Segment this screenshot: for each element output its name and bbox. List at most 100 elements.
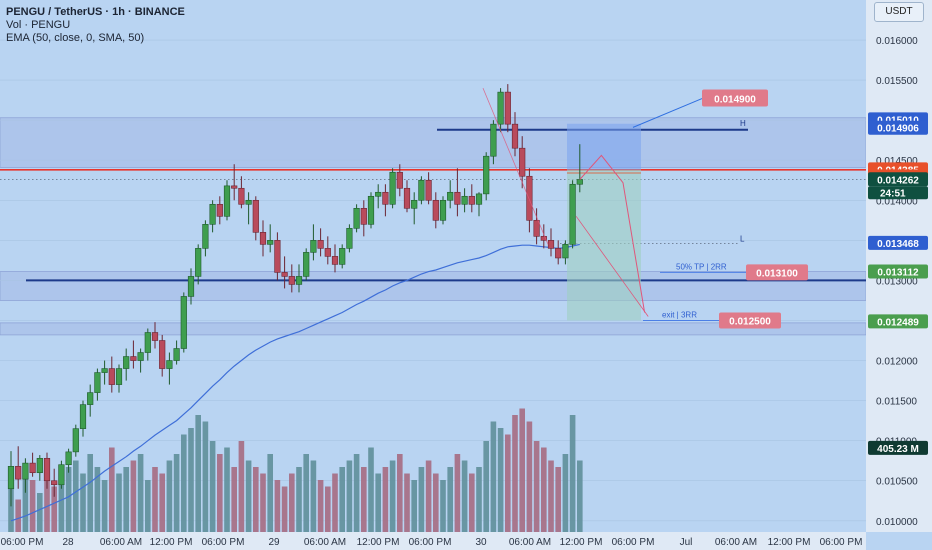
volume-bar <box>454 454 461 532</box>
price-axis-tag-text: 0.014262 <box>877 175 919 186</box>
volume-bar <box>389 460 396 532</box>
candle-body <box>29 462 36 474</box>
projection-path <box>579 154 646 313</box>
time-axis-panel[interactable] <box>0 532 866 550</box>
time-tick-label: 06:00 PM <box>1 537 44 548</box>
volume-bar <box>339 467 345 532</box>
time-tick-label: Jul <box>680 537 693 548</box>
price-tick-label: 0.013000 <box>876 276 918 287</box>
volume-bar <box>173 454 180 532</box>
candle-body <box>511 123 519 149</box>
candle-body <box>137 352 144 361</box>
volume-bar <box>238 441 245 532</box>
volume-bar <box>87 454 93 532</box>
candle-body <box>58 464 65 486</box>
projection-layer <box>482 87 649 317</box>
time-tick-label: 12:00 PM <box>768 537 811 548</box>
candle-body <box>65 451 72 466</box>
volume-tag-text: 405.23 M <box>877 444 919 455</box>
time-tick-label: 06:00 AM <box>100 537 142 548</box>
volume-bar <box>346 460 353 532</box>
candle-body <box>447 191 454 201</box>
volume-bar <box>289 473 295 532</box>
time-tick-label: 06:00 AM <box>509 537 551 548</box>
candle-body <box>389 171 396 205</box>
volume-bar <box>22 467 29 532</box>
volume-bar <box>274 480 281 532</box>
candle-body <box>562 244 569 259</box>
candle-body <box>202 224 209 249</box>
price-axis-tag <box>868 120 928 135</box>
candle-body <box>403 187 411 209</box>
exit-label: exit | 3RR <box>662 310 697 319</box>
volume-bar <box>382 467 389 532</box>
volume-bar <box>116 473 122 532</box>
volume-bar <box>519 408 525 532</box>
volume-bar <box>541 447 547 532</box>
candle-body <box>180 296 187 349</box>
volume-bar <box>224 447 230 532</box>
candle-body <box>51 480 58 486</box>
volume-bar <box>109 447 115 532</box>
volume-bar <box>548 460 554 532</box>
candle-body <box>123 356 130 369</box>
volume-bar <box>533 441 540 532</box>
volume-bar <box>94 467 101 532</box>
candle-body <box>87 392 94 405</box>
candle-body <box>331 256 339 265</box>
price-axis-tag <box>868 172 928 187</box>
price-tick-label: 0.010500 <box>876 477 918 488</box>
volume-bar <box>469 473 475 532</box>
candle-body <box>411 199 418 209</box>
candle-body <box>288 276 295 285</box>
annotations-layer: 0.014900 H L 50% TP | 2RR 0.013100 exit | 3RR… <box>632 89 808 329</box>
volume-bar <box>512 415 518 532</box>
symbol-title: PENGU / TetherUS · 1h · BINANCE <box>6 6 185 18</box>
ema-legend: EMA (50, close, 0, SMA, 50) <box>6 32 145 44</box>
time-tick-label: 06:00 PM <box>409 537 452 548</box>
candle-body <box>223 185 231 217</box>
candle-body <box>22 462 29 480</box>
volume-bar <box>555 467 561 532</box>
candle-body <box>339 248 346 265</box>
price-axis-tag-text: 0.013112 <box>877 267 919 278</box>
volume-bar <box>195 415 201 532</box>
time-axis: 06:00 PM 28 06:00 AM 12:00 PM 06:00 PM 29 06:0… <box>1 537 863 548</box>
volume-bar <box>123 467 129 532</box>
volume-bar <box>152 467 158 532</box>
volume-bar <box>361 467 367 532</box>
volume-bar <box>296 467 302 532</box>
time-tick-label: 06:00 PM <box>202 537 245 548</box>
price-callout-line <box>632 98 703 128</box>
price-tick-label: 0.016000 <box>876 36 918 47</box>
volume-bar <box>317 480 324 532</box>
price-tick-label: 0.012000 <box>876 357 918 368</box>
candle-body <box>353 207 360 229</box>
volume-bar <box>433 473 439 532</box>
exit-price-text: 0.012500 <box>729 316 771 327</box>
time-tick-label: 06:00 AM <box>304 537 346 548</box>
candle-body <box>238 187 245 205</box>
volume-bar <box>130 460 137 532</box>
candle-body <box>526 175 533 221</box>
volume-bar <box>65 467 72 532</box>
volume-bar <box>209 441 216 532</box>
price-tick-label: 0.010000 <box>876 517 918 528</box>
candle-body <box>252 199 259 233</box>
exit-price-box <box>719 312 781 329</box>
volume-bar <box>58 480 65 532</box>
volume-bar <box>368 447 374 532</box>
volume-bar <box>425 460 432 532</box>
candle-body <box>281 272 288 277</box>
price-callout-box <box>702 89 768 107</box>
volume-bar <box>325 486 331 532</box>
candle-body <box>324 248 331 257</box>
currency-button[interactable]: USDT <box>874 2 924 22</box>
candle-body <box>115 368 123 385</box>
volume-bar <box>188 428 194 532</box>
volume-bar <box>166 460 173 532</box>
levels-layer <box>0 128 866 282</box>
candle-body <box>569 183 576 245</box>
volume-bar <box>332 473 338 532</box>
